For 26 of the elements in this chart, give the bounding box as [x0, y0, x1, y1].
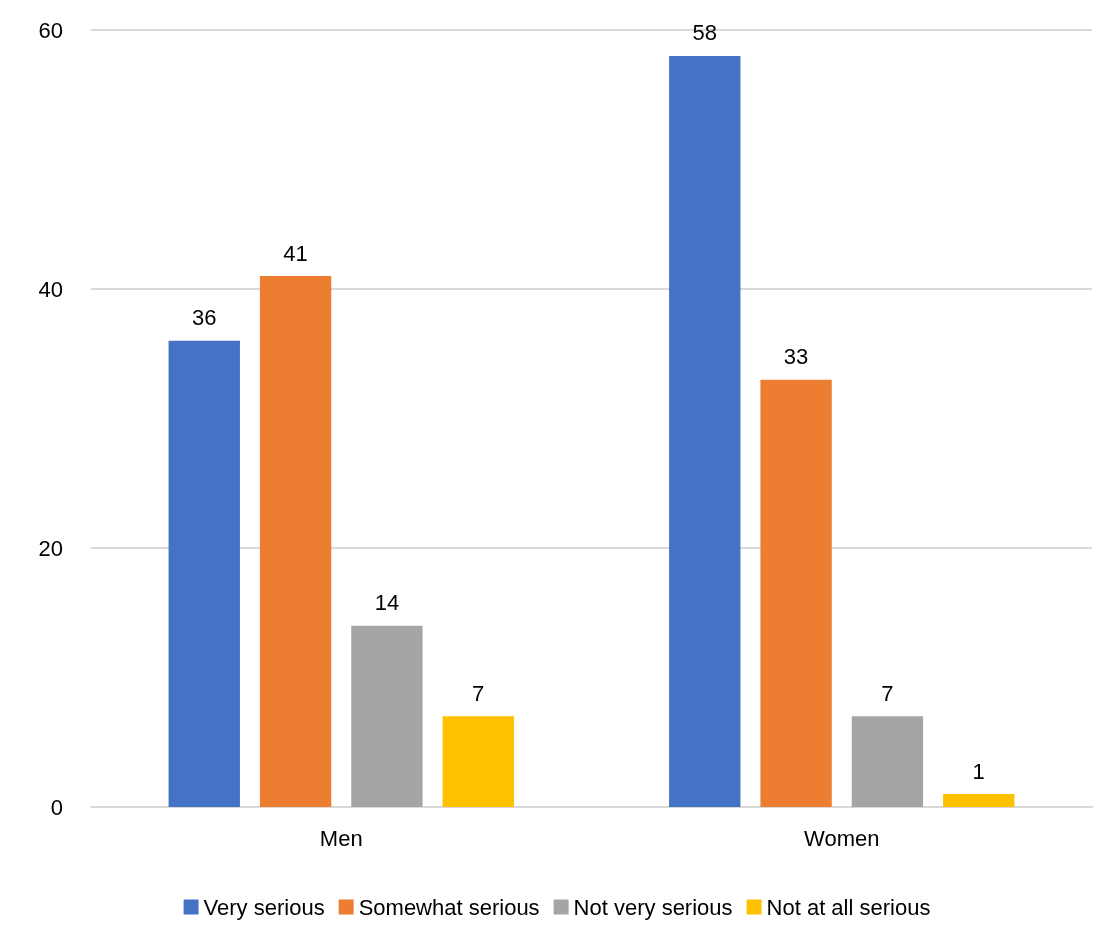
y-tick-label: 60	[38, 17, 63, 43]
data-label: 58	[692, 20, 717, 46]
bar	[669, 55, 741, 807]
bar	[351, 625, 423, 807]
y-tick-label: 20	[38, 535, 63, 561]
bar	[442, 716, 514, 807]
y-tick-label: 40	[38, 276, 63, 302]
data-label: 33	[783, 344, 809, 370]
bar	[943, 794, 1015, 807]
legend-label: Not very serious	[573, 894, 733, 920]
legend-label: Not at all serious	[766, 894, 931, 920]
data-label: 14	[374, 590, 400, 616]
bar	[851, 716, 924, 807]
bar	[259, 276, 332, 807]
data-label: 7	[472, 680, 485, 706]
data-label: 36	[192, 305, 217, 331]
data-label: 7	[881, 680, 894, 706]
bar	[168, 340, 240, 807]
x-tick-label: Men	[319, 825, 363, 851]
y-tick-label: 0	[50, 794, 63, 820]
legend-label: Somewhat serious	[358, 894, 540, 920]
bar	[760, 379, 832, 807]
x-tick-label: Women	[804, 825, 880, 851]
legend-label: Very serious	[203, 894, 325, 920]
data-label: 41	[283, 240, 308, 266]
data-label: 1	[972, 758, 985, 784]
